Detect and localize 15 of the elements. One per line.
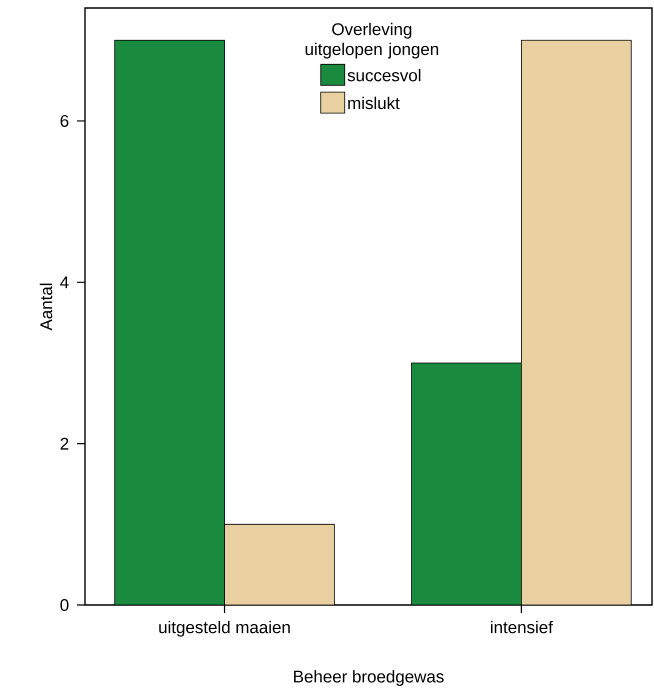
y-axis-title: Aantal xyxy=(40,284,52,330)
bar xyxy=(224,524,335,605)
bar xyxy=(520,40,632,605)
bar xyxy=(411,362,522,605)
x-axis-title: Beheer broedgewas xyxy=(294,670,444,686)
legend-title: Overleving uitgelopen jongen xyxy=(306,22,438,59)
bar xyxy=(114,40,225,605)
legend-label: mislukt xyxy=(348,96,400,110)
y-tick-label: 0 xyxy=(60,599,68,612)
x-tick-label: uitgesteld maaien xyxy=(159,620,290,637)
y-tick-label: 2 xyxy=(60,438,68,450)
legend-label: succesvol xyxy=(348,68,420,82)
x-tick-label: intensief xyxy=(490,620,553,634)
y-tick-label: 6 xyxy=(60,114,68,127)
y-tick-label: 4 xyxy=(60,276,69,288)
